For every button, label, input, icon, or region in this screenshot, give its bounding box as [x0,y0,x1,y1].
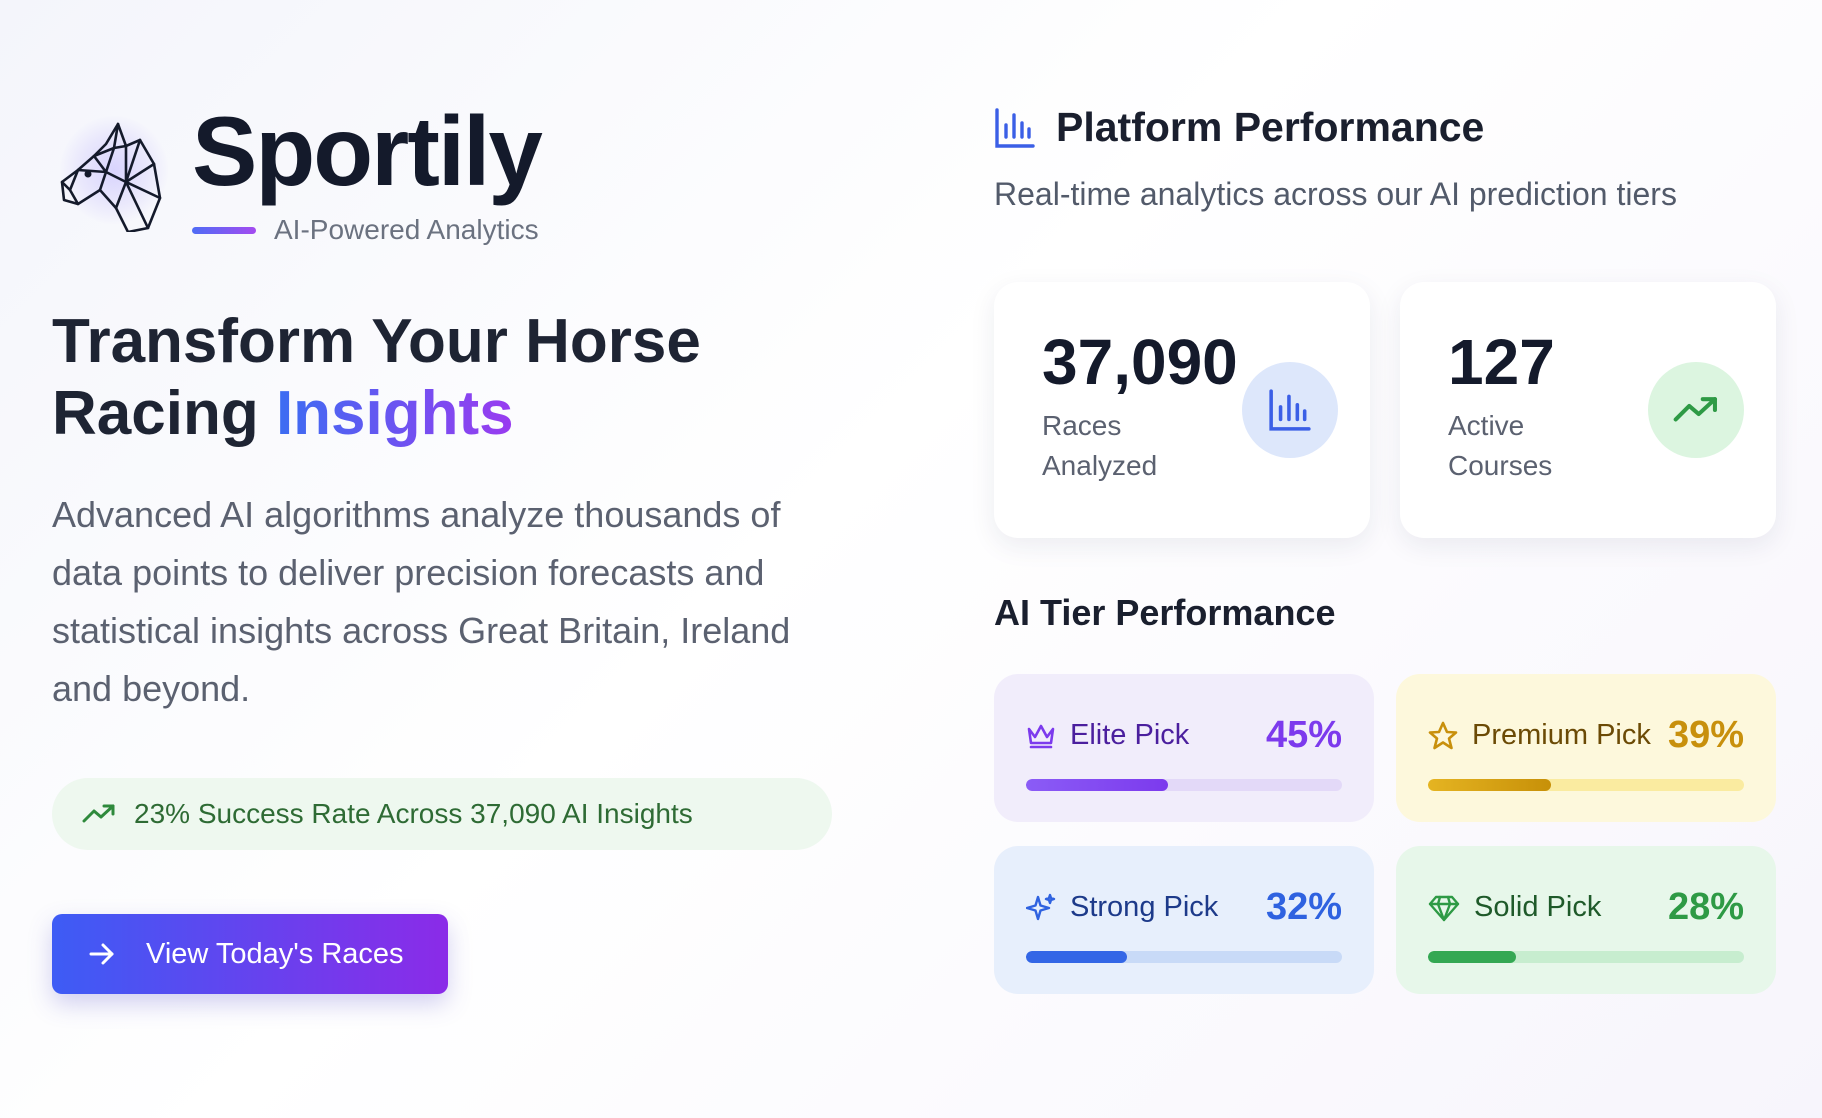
performance-header: Platform Performance [994,104,1484,151]
trending-up-icon [82,804,115,823]
tier-progress-track [1428,779,1744,791]
trending-up-icon [1673,397,1717,422]
cta-label: View Today's Races [146,937,404,970]
stat-value: 37,090 [1042,326,1238,398]
tier-name: Premium Pick [1472,719,1651,751]
tier-percent: 28% [1667,886,1744,928]
headline-accent: Insights [275,379,514,448]
tier-section-title: AI Tier Performance [994,592,1336,633]
tier-percent: 45% [1265,714,1342,756]
tier-card-elite[interactable]: Elite Pick 45% [994,674,1374,822]
tier-name: Solid Pick [1474,891,1602,923]
sparkles-icon [1026,893,1056,920]
stat-card-races: 37,090 Races Analyzed [994,282,1370,538]
stat-label: Active Courses [1448,410,1553,481]
star-icon [1428,721,1458,749]
tier-progress-fill [1026,779,1169,791]
tier-card-solid[interactable]: Solid Pick 28% [1396,846,1776,994]
stat-icon [1242,362,1338,458]
horse-head-icon [60,122,162,232]
tier-card-premium[interactable]: Premium Pick 39% [1396,674,1776,822]
tier-name: Strong Pick [1070,891,1219,923]
tier-name: Elite Pick [1070,719,1190,751]
stat-icon [1648,362,1744,458]
logo[interactable] [52,108,176,232]
tier-progress-track [1428,951,1744,963]
tier-card-strong[interactable]: Strong Pick 32% [994,846,1374,994]
tier-row: Elite Pick 45% [1026,714,1342,757]
stat-card-courses: 127 Active Courses [1400,282,1776,538]
tier-progress-track [1026,779,1342,791]
brand-sub: AI-Powered Analytics [192,214,541,246]
tier-progress-fill [1428,951,1517,963]
arrow-right-icon [89,943,114,965]
tier-percent: 39% [1667,714,1744,756]
tier-progress-track [1026,951,1342,963]
stat-label: Races Analyzed [1042,410,1158,481]
tier-row: Premium Pick 39% [1428,714,1744,757]
diamond-icon [1428,895,1460,921]
success-rate-text: 23% Success Rate Across 37,090 AI Insigh… [134,798,693,829]
bar-chart-icon [995,107,1035,148]
success-rate-pill: 23% Success Rate Across 37,090 AI Insigh… [52,778,832,850]
tier-progress-fill [1428,779,1552,791]
hero-headline: Transform Your Horse Racing Insights [52,306,812,450]
tier-row: Solid Pick 28% [1428,886,1744,929]
tier-progress-fill [1026,951,1128,963]
performance-title: Platform Performance [1056,104,1485,150]
brand: Sportily AI-Powered Analytics [52,96,543,246]
brand-tagline: AI-Powered Analytics [274,214,539,245]
tier-row: Strong Pick 32% [1026,886,1342,929]
stat-value: 127 [1448,326,1555,398]
brand-accent-line [192,226,256,234]
headline-plain: Transform Your Horse Racing [52,307,701,448]
bar-chart-icon [1269,389,1311,431]
brand-text: Sportily AI-Powered Analytics [192,96,543,246]
tier-percent: 32% [1265,886,1342,928]
crown-icon [1027,724,1055,748]
view-todays-races-button[interactable]: View Today's Races [52,914,448,994]
performance-subtitle: Real-time analytics across our AI predic… [994,176,1677,212]
hero-description: Advanced AI algorithms analyze thousands… [52,494,791,709]
brand-name[interactable]: Sportily [192,96,543,206]
